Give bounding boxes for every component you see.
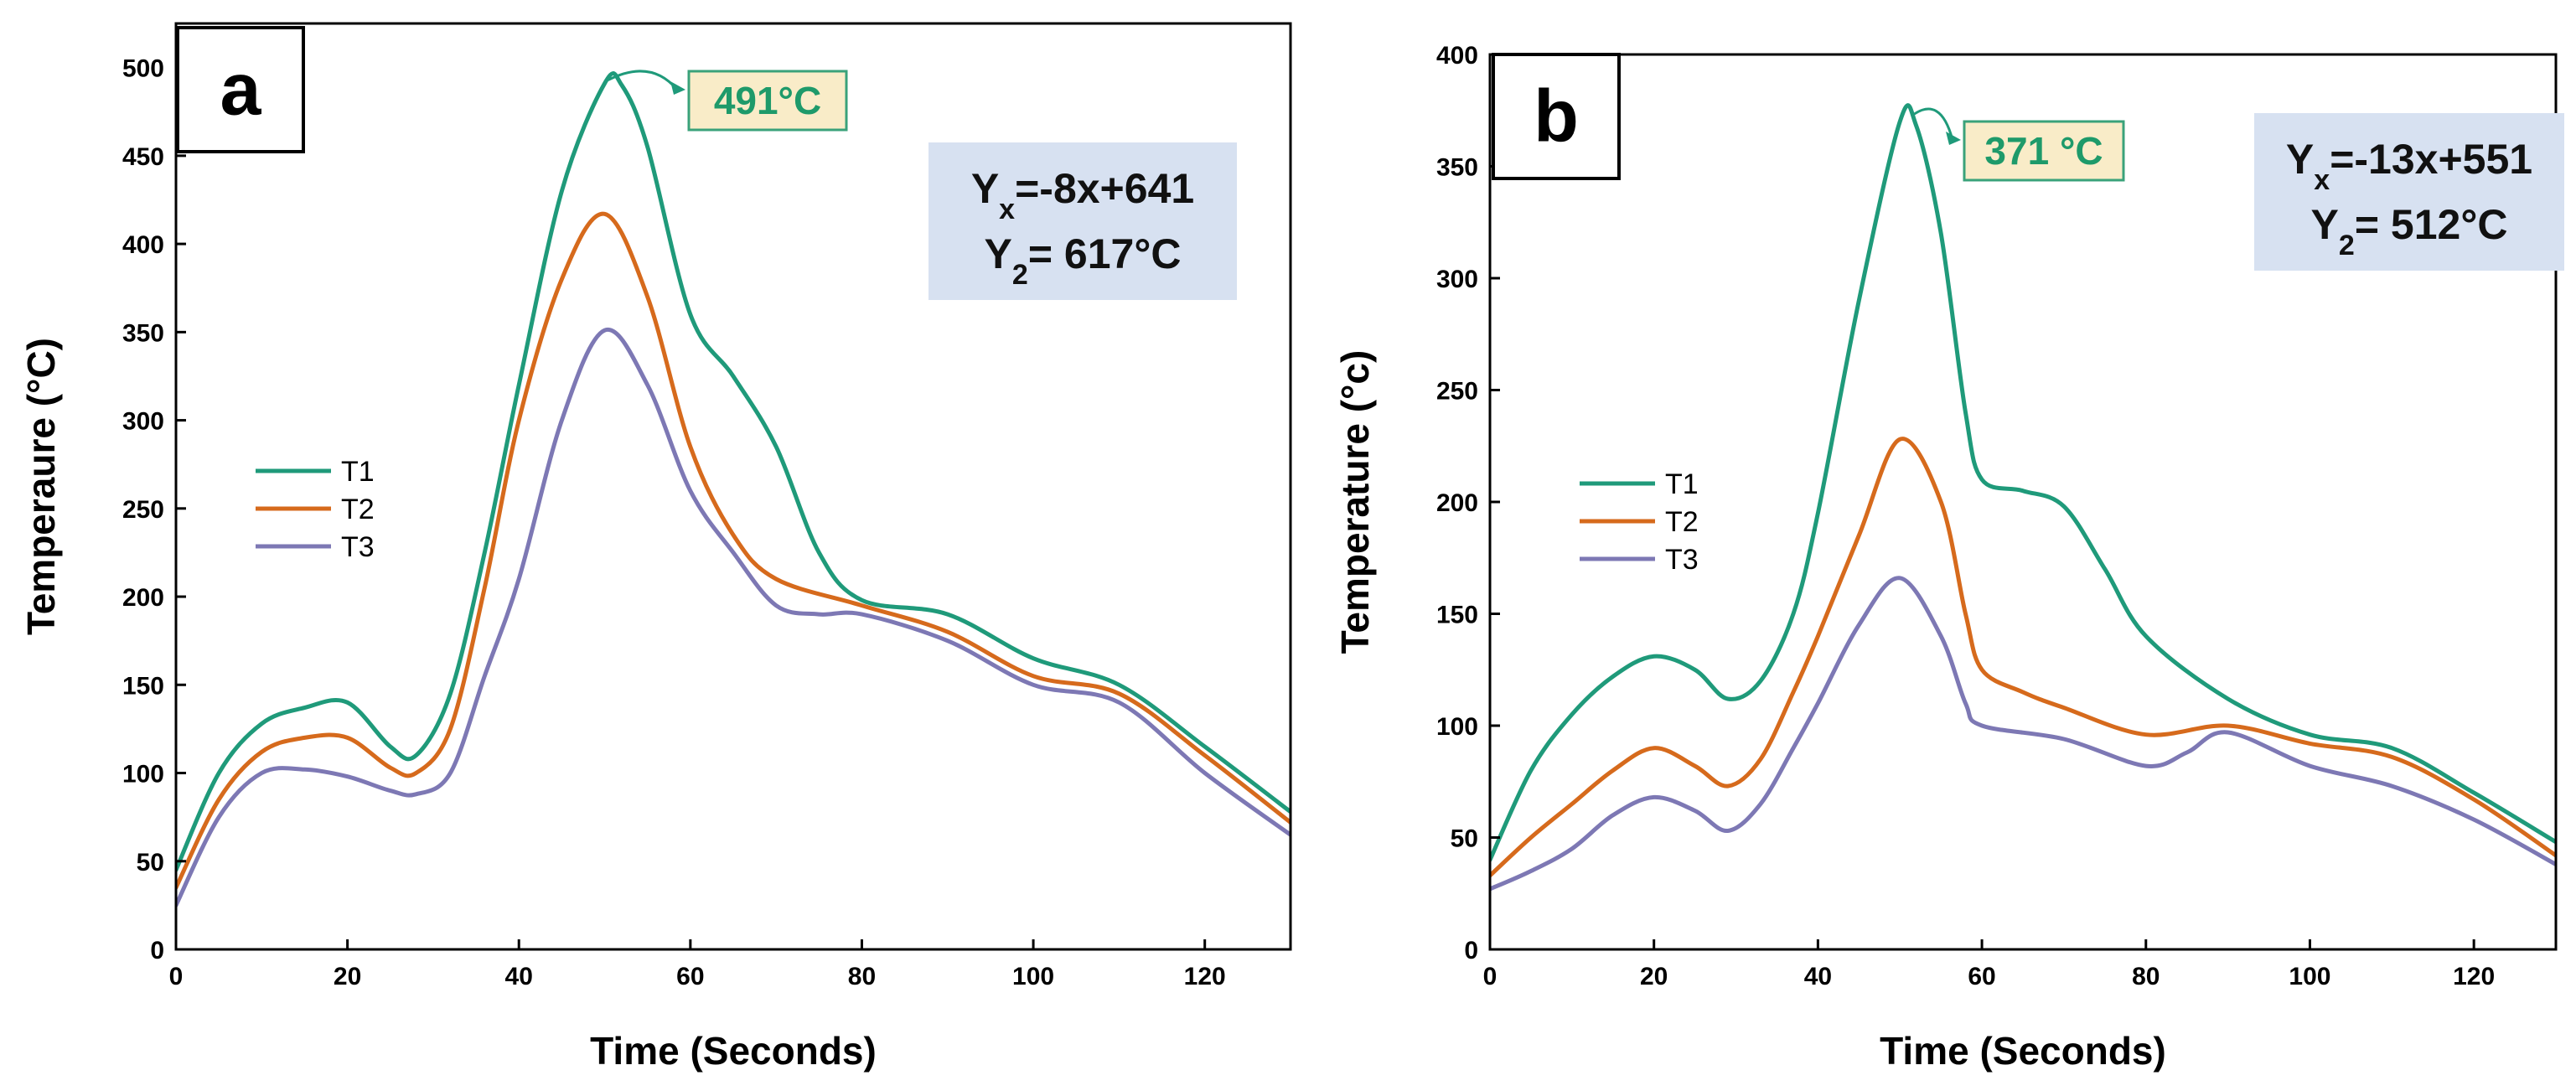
legend-label-t1: T1	[1665, 468, 1699, 500]
peak-annotation: 491°C	[607, 70, 848, 132]
series-line-t2	[1490, 437, 2556, 878]
y-tick-label: 0	[1464, 937, 1478, 964]
y-axis-label: Temperaure (°C)	[19, 338, 63, 635]
y-tick-label: 300	[1436, 266, 1478, 293]
x-tick-label: 40	[1804, 963, 1832, 990]
panel-label: b	[1492, 53, 1621, 180]
x-tick-label: 20	[1640, 963, 1668, 990]
eq1-main: Y	[2286, 136, 2314, 183]
x-tick-label: 40	[505, 963, 533, 990]
panel-label-text: a	[220, 48, 262, 131]
x-tick-label: 60	[1968, 963, 1995, 990]
y-tick-label: 50	[137, 849, 164, 876]
plot-frame	[174, 22, 1292, 951]
series-line-t1	[176, 71, 1291, 872]
x-tick-label: 0	[169, 963, 184, 990]
x-tick-label: 80	[2132, 963, 2160, 990]
eq1-main: Y	[971, 165, 999, 212]
eq1-rest: =-8x+641	[1015, 165, 1194, 212]
chart-panel-a: 0 20 40 60 80 100 120 0 50 100 150 200 250 300 350 400 4…	[19, 22, 1292, 1073]
peak-label: 491°C	[714, 79, 821, 122]
series-line-t2	[176, 211, 1291, 890]
y-tick-label: 150	[122, 672, 164, 700]
y-tick-label: 350	[122, 319, 164, 347]
series-line-t3	[176, 327, 1291, 907]
y-tick-label: 200	[122, 584, 164, 612]
y-tick-label: 300	[122, 408, 164, 436]
peak-label: 371 °C	[1984, 129, 2103, 173]
x-tick-label: 20	[334, 963, 361, 990]
equation-line-1: Yx=-13x+551	[2286, 136, 2532, 196]
eq2-main: Y	[985, 230, 1012, 277]
x-tick-label: 80	[848, 963, 876, 990]
y-tick-label: 500	[122, 55, 164, 83]
y-tick-label: 100	[122, 761, 164, 789]
x-tick-label: 120	[1184, 963, 1226, 990]
equation-box: Yx=-8x+641 Y2= 617°C	[928, 142, 1237, 300]
y-tick-label: 200	[1436, 489, 1478, 517]
eq2-sub: 2	[1012, 259, 1028, 291]
y-tick-label: 450	[122, 143, 164, 171]
peak-arrow	[1911, 107, 1954, 141]
legend: T1 T2 T3	[1580, 468, 1699, 576]
y-tick-label: 0	[150, 937, 164, 964]
eq1-sub: x	[2314, 164, 2330, 196]
legend-label-t1: T1	[341, 456, 375, 488]
legend-label-t3: T3	[341, 531, 375, 563]
y-tick-label: 400	[1436, 42, 1478, 70]
y-tick-label: 150	[1436, 602, 1478, 629]
eq2-main: Y	[2311, 201, 2339, 248]
y-tick-label: 250	[122, 496, 164, 524]
x-tick-label: 120	[2453, 963, 2495, 990]
legend-label-t2: T2	[341, 494, 375, 525]
eq1-sub: x	[999, 194, 1015, 225]
equation-line-2: Y2= 617°C	[985, 230, 1182, 291]
eq2-sub: 2	[2339, 230, 2355, 261]
series-line-t1	[1490, 103, 2556, 862]
chart-panel-b: 0 20 40 60 80 100 120050100150200250300350400 …	[1333, 42, 2564, 1073]
x-axis-label: Time (Seconds)	[590, 1029, 877, 1073]
series-line-t3	[1490, 576, 2556, 892]
panel-label: a	[176, 26, 305, 153]
eq1-rest: =-13x+551	[2330, 136, 2532, 183]
peak-arrowhead	[1946, 132, 1961, 145]
equation-line-1: Yx=-8x+641	[971, 165, 1194, 225]
panel-label-text: b	[1534, 75, 1579, 158]
x-axis-label: Time (Seconds)	[1880, 1029, 2166, 1073]
y-tick-label: 400	[122, 231, 164, 259]
y-tick-label: 250	[1436, 378, 1478, 406]
equation-box: Yx=-13x+551 Y2= 512°C	[2254, 113, 2564, 271]
y-tick-label: 350	[1436, 154, 1478, 182]
x-tick-label: 0	[1483, 963, 1497, 990]
legend-label-t2: T2	[1665, 506, 1699, 538]
peak-annotation: 371 °C	[1911, 107, 2125, 182]
equation-line-2: Y2= 512°C	[2311, 201, 2508, 261]
peak-arrowhead	[670, 81, 685, 95]
legend: T1 T2 T3	[256, 456, 375, 563]
eq2-rest: = 512°C	[2355, 201, 2508, 248]
y-tick-label: 100	[1436, 713, 1478, 741]
y-axis-label: Temperature (°c)	[1333, 350, 1377, 654]
x-tick-label: 100	[2289, 963, 2330, 990]
x-tick-label: 60	[676, 963, 704, 990]
x-tick-label: 100	[1012, 963, 1054, 990]
y-tick-label: 50	[1451, 825, 1478, 853]
legend-label-t3: T3	[1665, 544, 1699, 576]
eq2-rest: = 617°C	[1028, 230, 1182, 277]
